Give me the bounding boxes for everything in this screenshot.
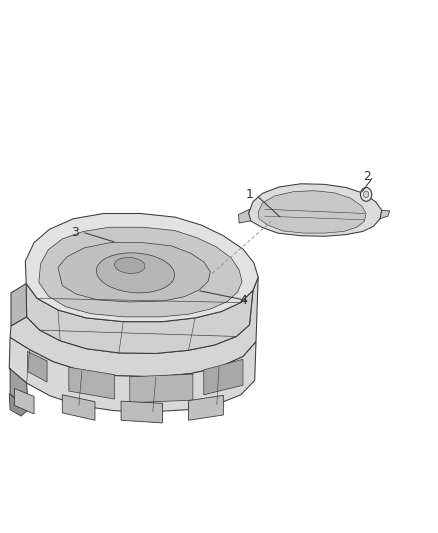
Polygon shape (249, 184, 382, 236)
Polygon shape (39, 227, 242, 317)
Polygon shape (121, 401, 162, 423)
Ellipse shape (96, 253, 175, 293)
Polygon shape (26, 284, 253, 353)
Polygon shape (239, 209, 251, 223)
Polygon shape (11, 284, 27, 326)
Polygon shape (9, 394, 28, 416)
Ellipse shape (115, 257, 145, 273)
Polygon shape (25, 214, 258, 321)
Text: 4: 4 (239, 294, 247, 308)
Polygon shape (69, 367, 115, 399)
Polygon shape (14, 389, 34, 414)
Polygon shape (204, 359, 243, 395)
Polygon shape (58, 243, 210, 302)
Text: 1: 1 (246, 189, 254, 201)
Polygon shape (380, 211, 390, 219)
Polygon shape (10, 277, 258, 377)
Text: 2: 2 (363, 170, 371, 183)
Polygon shape (258, 191, 366, 233)
Polygon shape (62, 395, 95, 420)
Text: 3: 3 (71, 225, 79, 239)
Circle shape (364, 191, 369, 198)
Polygon shape (9, 368, 28, 410)
Polygon shape (28, 351, 47, 382)
Polygon shape (130, 374, 193, 403)
Polygon shape (188, 395, 223, 420)
Polygon shape (9, 337, 256, 412)
Circle shape (360, 188, 372, 201)
